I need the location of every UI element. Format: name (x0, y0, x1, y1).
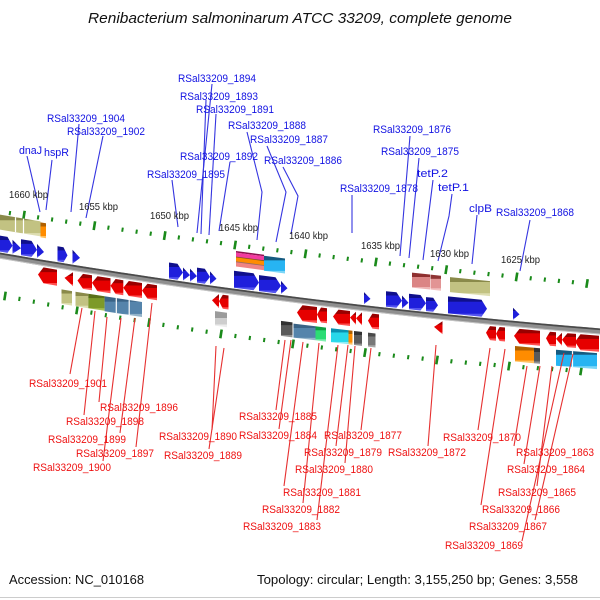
svg-text:Topology: circular; Length: 3,: Topology: circular; Length: 3,155,250 bp… (257, 572, 578, 587)
svg-text:RSal33209_1886: RSal33209_1886 (264, 155, 342, 167)
svg-text:RSal33209_1901: RSal33209_1901 (29, 378, 107, 390)
svg-text:RSal33209_1887: RSal33209_1887 (250, 134, 328, 146)
svg-text:RSal33209_1877: RSal33209_1877 (324, 430, 402, 442)
svg-text:RSal33209_1869: RSal33209_1869 (445, 540, 523, 552)
svg-text:1660 kbp: 1660 kbp (9, 189, 48, 201)
svg-text:RSal33209_1878: RSal33209_1878 (340, 183, 418, 195)
svg-text:RSal33209_1890: RSal33209_1890 (159, 431, 237, 443)
svg-text:1650 kbp: 1650 kbp (150, 210, 189, 222)
svg-text:RSal33209_1863: RSal33209_1863 (516, 447, 594, 459)
svg-text:1630 kbp: 1630 kbp (430, 248, 469, 260)
svg-text:RSal33209_1897: RSal33209_1897 (76, 448, 154, 460)
svg-text:RSal33209_1885: RSal33209_1885 (239, 411, 317, 423)
svg-text:RSal33209_1879: RSal33209_1879 (304, 447, 382, 459)
svg-text:Renibacterium salmoninarum ATC: Renibacterium salmoninarum ATCC 33209, c… (88, 10, 512, 27)
svg-text:RSal33209_1898: RSal33209_1898 (66, 416, 144, 428)
svg-text:1635 kbp: 1635 kbp (361, 240, 400, 252)
svg-text:RSal33209_1867: RSal33209_1867 (469, 521, 547, 533)
svg-text:RSal33209_1872: RSal33209_1872 (388, 447, 466, 459)
svg-text:RSal33209_1881: RSal33209_1881 (283, 487, 361, 499)
svg-text:tetP.1: tetP.1 (438, 182, 469, 194)
svg-text:RSal33209_1868: RSal33209_1868 (496, 207, 574, 219)
svg-text:RSal33209_1895: RSal33209_1895 (147, 169, 225, 181)
svg-text:RSal33209_1883: RSal33209_1883 (243, 521, 321, 533)
svg-text:RSal33209_1892: RSal33209_1892 (180, 151, 258, 163)
svg-text:RSal33209_1884: RSal33209_1884 (239, 430, 317, 442)
svg-text:clpB: clpB (469, 203, 492, 215)
svg-text:1655 kbp: 1655 kbp (79, 201, 118, 213)
svg-text:RSal33209_1888: RSal33209_1888 (228, 120, 306, 132)
svg-text:RSal33209_1899: RSal33209_1899 (48, 434, 126, 446)
svg-text:RSal33209_1894: RSal33209_1894 (178, 73, 256, 85)
svg-text:RSal33209_1866: RSal33209_1866 (482, 504, 560, 516)
svg-text:RSal33209_1889: RSal33209_1889 (164, 450, 242, 462)
svg-text:RSal33209_1902: RSal33209_1902 (67, 126, 145, 138)
svg-text:Accession: NC_010168: Accession: NC_010168 (9, 572, 144, 587)
svg-text:RSal33209_1893: RSal33209_1893 (180, 91, 258, 103)
svg-text:RSal33209_1880: RSal33209_1880 (295, 464, 373, 476)
svg-text:RSal33209_1896: RSal33209_1896 (100, 402, 178, 414)
svg-text:RSal33209_1900: RSal33209_1900 (33, 462, 111, 474)
svg-text:RSal33209_1904: RSal33209_1904 (47, 113, 125, 125)
svg-text:hspR: hspR (44, 147, 69, 159)
svg-text:RSal33209_1864: RSal33209_1864 (507, 464, 585, 476)
svg-text:RSal33209_1870: RSal33209_1870 (443, 432, 521, 444)
svg-text:RSal33209_1876: RSal33209_1876 (373, 124, 451, 136)
svg-text:1645 kbp: 1645 kbp (219, 222, 258, 234)
svg-text:RSal33209_1882: RSal33209_1882 (262, 504, 340, 516)
svg-text:RSal33209_1865: RSal33209_1865 (498, 487, 576, 499)
svg-text:tetP.2: tetP.2 (417, 168, 448, 180)
svg-text:RSal33209_1891: RSal33209_1891 (196, 104, 274, 116)
svg-text:dnaJ: dnaJ (19, 145, 42, 157)
svg-text:1625 kbp: 1625 kbp (501, 254, 540, 266)
svg-text:1640 kbp: 1640 kbp (289, 230, 328, 242)
svg-text:RSal33209_1875: RSal33209_1875 (381, 146, 459, 158)
